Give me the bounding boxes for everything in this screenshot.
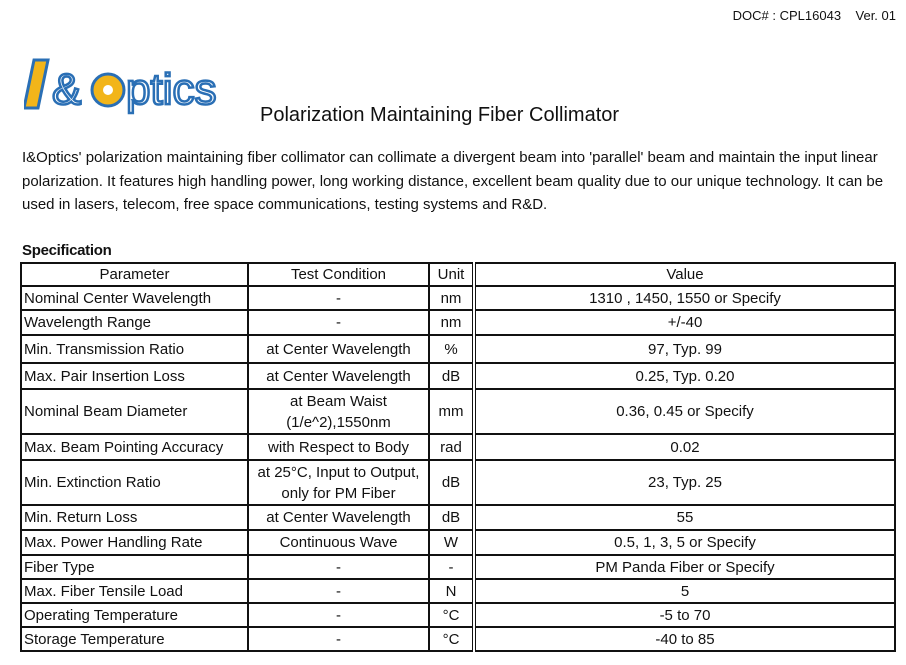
- value-cell: -40 to 85: [472, 626, 896, 652]
- test-condition-cell: -: [247, 626, 430, 652]
- unit-cell: W: [428, 529, 475, 556]
- col-unit: Unit: [428, 262, 475, 287]
- table-row: Min. Extinction Ratio at 25°C, Input to O…: [20, 459, 896, 506]
- test-condition-cell: -: [247, 578, 430, 604]
- table-row: Min. Return Loss at Center Wavelength dB 55: [20, 504, 896, 531]
- value-cell: 55: [472, 504, 896, 531]
- unit-cell: °C: [428, 602, 475, 628]
- test-condition-cell: at Center Wavelength: [247, 362, 430, 390]
- value-cell: 0.02: [472, 433, 896, 461]
- unit-cell: -: [428, 554, 475, 580]
- table-row: Max. Pair Insertion Loss at Center Wavele…: [20, 362, 896, 390]
- test-condition-cell: Continuous Wave: [247, 529, 430, 556]
- unit-cell: dB: [428, 362, 475, 390]
- parameter-cell: Max. Fiber Tensile Load: [20, 578, 249, 604]
- value-cell: 5: [472, 578, 896, 604]
- spec-table: Parameter Test Condition Unit Value Nomi…: [20, 262, 896, 652]
- test-condition-cell: at Beam Waist (1/e^2),1550nm: [247, 388, 430, 435]
- parameter-cell: Min. Extinction Ratio: [20, 459, 249, 506]
- parameter-cell: Operating Temperature: [20, 602, 249, 628]
- table-header-row: Parameter Test Condition Unit Value: [20, 262, 896, 287]
- table-row: Max. Power Handling Rate Continuous Wave W…: [20, 529, 896, 556]
- parameter-cell: Max. Pair Insertion Loss: [20, 362, 249, 390]
- value-cell: 0.25, Typ. 0.20: [472, 362, 896, 390]
- unit-cell: mm: [428, 388, 475, 435]
- parameter-cell: Max. Power Handling Rate: [20, 529, 249, 556]
- test-condition-cell: with Respect to Body: [247, 433, 430, 461]
- doc-number: DOC# : CPL16043 Ver. 01: [732, 8, 896, 23]
- col-value: Value: [472, 262, 896, 287]
- parameter-cell: Max. Beam Pointing Accuracy: [20, 433, 249, 461]
- page-title: Polarization Maintaining Fiber Collimato…: [260, 104, 620, 126]
- value-cell: 0.36, 0.45 or Specify: [472, 388, 896, 435]
- spec-heading: Specification: [22, 242, 112, 259]
- parameter-cell: Fiber Type: [20, 554, 249, 580]
- table-row: Fiber Type - - PM Panda Fiber or Specify: [20, 554, 896, 580]
- parameter-cell: Nominal Beam Diameter: [20, 388, 249, 435]
- value-cell: 23, Typ. 25: [472, 459, 896, 506]
- table-row: Storage Temperature - °C -40 to 85: [20, 626, 896, 652]
- col-test-condition: Test Condition: [247, 262, 430, 287]
- table-row: Wavelength Range - nm +/-40: [20, 309, 896, 336]
- intro-paragraph: I&Optics' polarization maintaining fiber…: [22, 149, 884, 213]
- table-row: Max. Fiber Tensile Load - N 5: [20, 578, 896, 604]
- test-condition-cell: -: [247, 554, 430, 580]
- unit-cell: dB: [428, 504, 475, 531]
- unit-cell: nm: [428, 285, 475, 311]
- test-condition-cell: at 25°C, Input to Output, only for PM Fi…: [247, 459, 430, 506]
- svg-text:&: &: [52, 65, 81, 114]
- value-cell: 1310 , 1450, 1550 or Specify: [472, 285, 896, 311]
- parameter-cell: Wavelength Range: [20, 309, 249, 336]
- test-condition-cell: at Center Wavelength: [247, 504, 430, 531]
- unit-cell: °C: [428, 626, 475, 652]
- unit-cell: N: [428, 578, 475, 604]
- company-logo: & ptics: [24, 58, 218, 115]
- parameter-cell: Nominal Center Wavelength: [20, 285, 249, 311]
- test-condition-cell: -: [247, 602, 430, 628]
- table-row: Max. Beam Pointing Accuracy with Respect …: [20, 433, 896, 461]
- parameter-cell: Min. Transmission Ratio: [20, 334, 249, 364]
- value-cell: 0.5, 1, 3, 5 or Specify: [472, 529, 896, 556]
- table-row: Operating Temperature - °C -5 to 70: [20, 602, 896, 628]
- unit-cell: nm: [428, 309, 475, 336]
- test-condition-cell: -: [247, 285, 430, 311]
- value-cell: +/-40: [472, 309, 896, 336]
- unit-cell: %: [428, 334, 475, 364]
- parameter-cell: Min. Return Loss: [20, 504, 249, 531]
- value-cell: -5 to 70: [472, 602, 896, 628]
- test-condition-cell: -: [247, 309, 430, 336]
- test-condition-cell: at Center Wavelength: [247, 334, 430, 364]
- svg-text:ptics: ptics: [126, 65, 216, 114]
- value-cell: PM Panda Fiber or Specify: [472, 554, 896, 580]
- col-parameter: Parameter: [20, 262, 249, 287]
- table-row: Min. Transmission Ratio at Center Wavelen…: [20, 334, 896, 364]
- table-row: Nominal Beam Diameter at Beam Waist (1/e^…: [20, 388, 896, 435]
- table-row: Nominal Center Wavelength - nm 1310 , 1450,…: [20, 285, 896, 311]
- value-cell: 97, Typ. 99: [472, 334, 896, 364]
- unit-cell: rad: [428, 433, 475, 461]
- unit-cell: dB: [428, 459, 475, 506]
- parameter-cell: Storage Temperature: [20, 626, 249, 652]
